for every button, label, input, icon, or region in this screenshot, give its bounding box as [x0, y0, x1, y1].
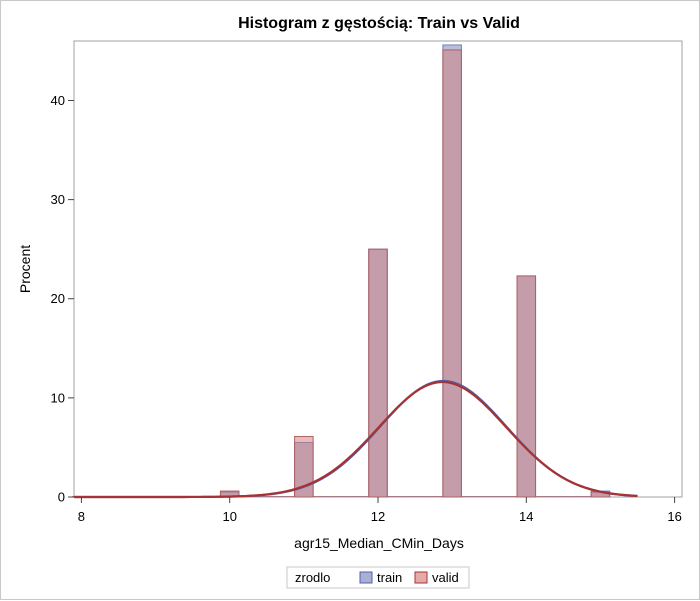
bar-valid	[516, 275, 537, 498]
x-tick-label: 10	[222, 509, 236, 524]
x-axis: 8 10 12 14 16	[78, 497, 682, 524]
density-lines	[74, 379, 638, 499]
x-tick-label: 14	[519, 509, 533, 524]
x-tick-label: 12	[371, 509, 385, 524]
y-tick-label: 0	[58, 490, 65, 505]
chart-title: Histogram z gęstością: Train vs Valid	[238, 15, 520, 32]
y-tick-label: 20	[51, 291, 65, 306]
y-tick-label: 40	[51, 93, 65, 108]
legend-title: zrodlo	[295, 570, 330, 585]
y-axis: 0 10 20 30 40	[51, 93, 74, 505]
x-tick-label: 8	[78, 509, 85, 524]
legend-swatch-train	[359, 571, 373, 584]
y-axis-label: Procent	[17, 245, 33, 293]
x-tick-label: 16	[667, 509, 681, 524]
y-tick-label: 30	[51, 192, 65, 207]
x-axis-label: agr15_Median_CMin_Days	[294, 535, 464, 551]
bar-valid	[442, 49, 462, 498]
legend-swatch-valid	[414, 571, 428, 584]
legend-label-valid: valid	[432, 570, 459, 585]
legend: zrodlo train valid	[286, 566, 470, 589]
legend-label-train: train	[377, 570, 402, 585]
y-tick-label: 10	[51, 390, 65, 405]
bar-valid	[368, 248, 388, 498]
density-curve-valid	[74, 380, 638, 499]
bar-valid	[294, 436, 314, 498]
